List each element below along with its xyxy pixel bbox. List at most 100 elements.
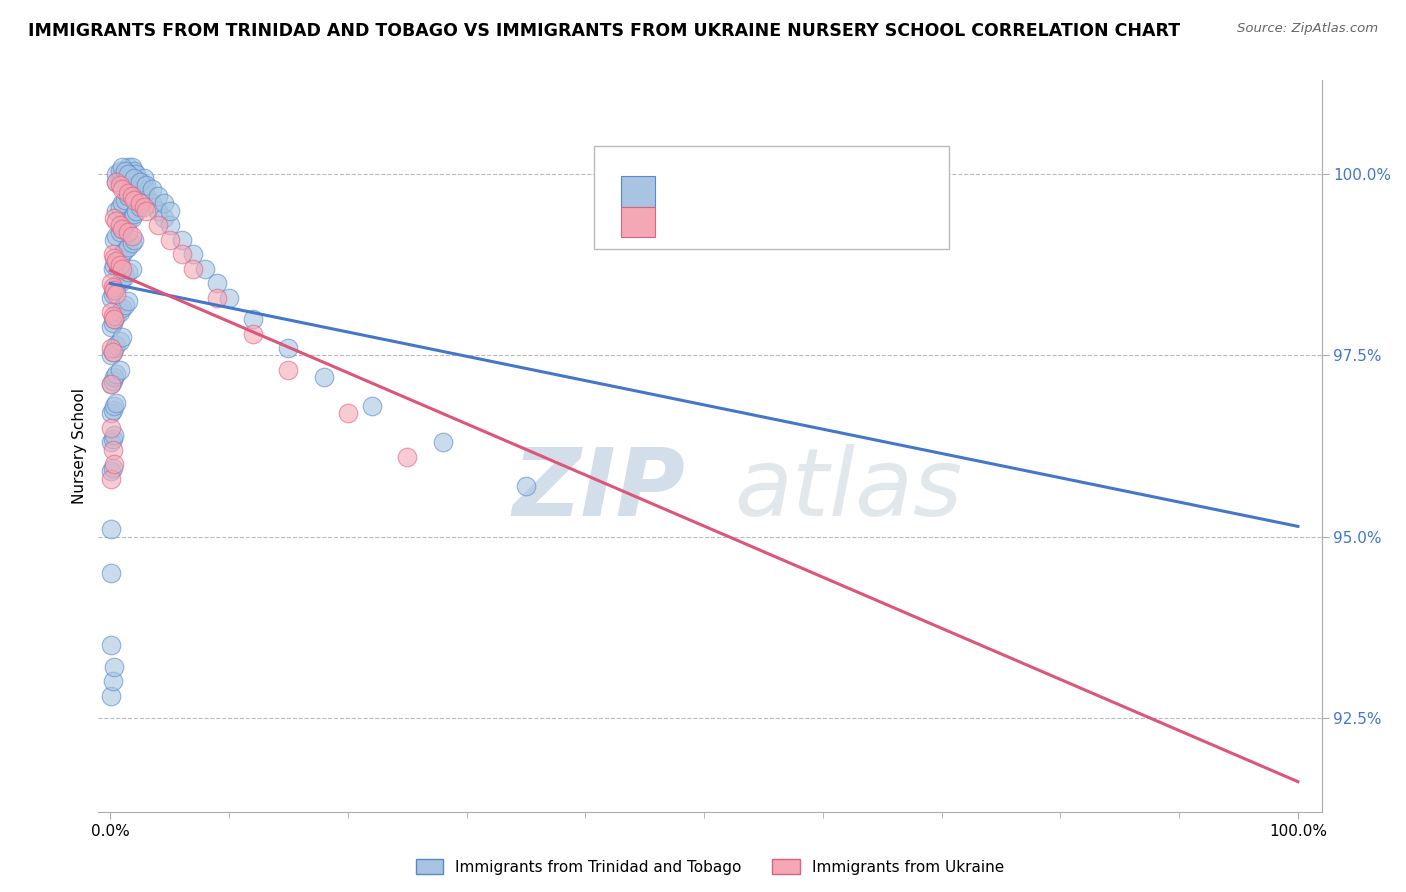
Point xyxy=(125,178,148,193)
Point xyxy=(117,189,139,203)
Text: N = 44: N = 44 xyxy=(786,213,848,231)
Point xyxy=(125,168,148,182)
Point xyxy=(105,367,128,381)
Point xyxy=(114,163,136,178)
Point xyxy=(117,225,139,239)
Point xyxy=(105,229,128,244)
Point xyxy=(108,163,131,178)
Point xyxy=(100,522,122,536)
Point xyxy=(103,283,125,297)
Point xyxy=(103,211,125,225)
Point xyxy=(111,221,134,235)
Point xyxy=(105,279,128,293)
Point xyxy=(101,316,124,330)
Point xyxy=(103,457,125,471)
Point xyxy=(114,193,136,207)
Point xyxy=(100,435,122,450)
Legend: Immigrants from Trinidad and Tobago, Immigrants from Ukraine: Immigrants from Trinidad and Tobago, Imm… xyxy=(409,853,1011,881)
Point xyxy=(135,178,157,193)
Point xyxy=(114,218,136,232)
Text: ZIP: ZIP xyxy=(513,444,686,536)
Point xyxy=(100,464,122,478)
Point xyxy=(218,291,240,305)
Point xyxy=(111,221,134,235)
Point xyxy=(122,182,145,196)
Point xyxy=(103,370,125,384)
Point xyxy=(103,283,125,297)
Point xyxy=(101,279,124,293)
Point xyxy=(205,291,228,305)
Point xyxy=(117,240,139,254)
Point xyxy=(129,175,152,189)
Point xyxy=(129,175,152,189)
Point xyxy=(105,175,128,189)
Point xyxy=(101,344,124,359)
Text: R = 0.342: R = 0.342 xyxy=(669,213,761,231)
Point xyxy=(122,193,145,207)
Point xyxy=(101,442,124,457)
Point xyxy=(122,233,145,247)
Point xyxy=(105,175,128,189)
Point xyxy=(117,160,139,174)
Point xyxy=(101,247,124,261)
Point xyxy=(121,229,143,244)
Point xyxy=(105,287,128,301)
Point xyxy=(114,244,136,258)
Point xyxy=(336,406,359,420)
Point xyxy=(101,287,124,301)
Point xyxy=(121,236,143,251)
Point xyxy=(277,341,299,355)
Point xyxy=(125,203,148,218)
Point xyxy=(105,168,128,182)
Point xyxy=(111,160,134,174)
Point xyxy=(103,341,125,355)
Point xyxy=(101,674,124,689)
Point xyxy=(117,265,139,279)
Point xyxy=(108,258,131,272)
Point xyxy=(111,168,134,182)
Point xyxy=(111,330,134,344)
Point xyxy=(105,309,128,323)
Point xyxy=(101,344,124,359)
Point xyxy=(100,377,122,392)
Point xyxy=(114,298,136,312)
Point xyxy=(360,399,382,413)
Point xyxy=(101,460,124,475)
Point xyxy=(432,435,454,450)
Point xyxy=(121,261,143,276)
Point xyxy=(277,363,299,377)
Point xyxy=(194,261,217,276)
Point xyxy=(135,203,157,218)
Point xyxy=(170,233,193,247)
Point xyxy=(122,171,145,186)
Point xyxy=(103,251,125,265)
Point xyxy=(100,472,122,486)
Point xyxy=(103,258,125,272)
Point xyxy=(111,247,134,261)
Point xyxy=(100,305,122,319)
Point xyxy=(103,312,125,326)
Point xyxy=(121,160,143,174)
Point xyxy=(114,268,136,283)
Point xyxy=(105,254,128,268)
Point xyxy=(100,349,122,363)
Point xyxy=(135,189,157,203)
Point xyxy=(103,233,125,247)
Point xyxy=(132,171,155,186)
Text: Source: ZipAtlas.com: Source: ZipAtlas.com xyxy=(1237,22,1378,36)
Point xyxy=(121,211,143,225)
FancyBboxPatch shape xyxy=(620,207,655,237)
Point xyxy=(132,200,155,214)
Point xyxy=(101,261,124,276)
Point xyxy=(183,261,205,276)
Point xyxy=(117,186,139,200)
Point xyxy=(152,211,174,225)
Point xyxy=(100,276,122,290)
Point xyxy=(159,218,181,232)
Point xyxy=(515,479,537,493)
Point xyxy=(105,395,128,409)
Point xyxy=(111,182,134,196)
Point xyxy=(100,566,122,580)
Point xyxy=(152,196,174,211)
Text: IMMIGRANTS FROM TRINIDAD AND TOBAGO VS IMMIGRANTS FROM UKRAINE NURSERY SCHOOL CO: IMMIGRANTS FROM TRINIDAD AND TOBAGO VS I… xyxy=(28,22,1180,40)
